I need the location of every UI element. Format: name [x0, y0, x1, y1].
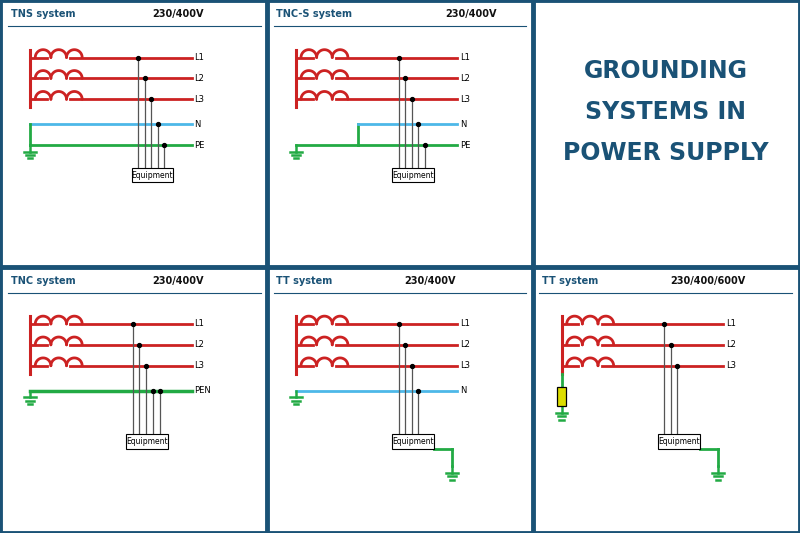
Bar	[658, 434, 700, 449]
Text: L2: L2	[460, 74, 470, 83]
Text: TNC-S system: TNC-S system	[276, 10, 352, 19]
Text: TNC system: TNC system	[10, 276, 75, 286]
Bar	[392, 434, 434, 449]
Bar	[126, 434, 168, 449]
Text: N: N	[460, 386, 466, 395]
Text: Equipment: Equipment	[658, 437, 699, 446]
Text: Equipment: Equipment	[126, 437, 168, 446]
Text: L1: L1	[194, 319, 204, 328]
Text: 230/400V: 230/400V	[446, 10, 497, 19]
Text: 230/400/600V: 230/400/600V	[670, 276, 746, 286]
Text: Equipment: Equipment	[392, 171, 434, 180]
Text: L2: L2	[194, 74, 204, 83]
Text: TT system: TT system	[542, 276, 598, 286]
Text: N: N	[460, 119, 466, 128]
Text: PE: PE	[460, 141, 470, 150]
Text: PE: PE	[194, 141, 205, 150]
Text: L2: L2	[460, 341, 470, 349]
Text: L3: L3	[194, 361, 204, 370]
Text: N: N	[194, 119, 201, 128]
Text: 230/400V: 230/400V	[153, 276, 204, 286]
Text: GROUNDING
SYSTEMS IN
POWER SUPPLY: GROUNDING SYSTEMS IN POWER SUPPLY	[563, 59, 769, 165]
Text: L1: L1	[726, 319, 735, 328]
Text: L1: L1	[460, 53, 470, 62]
Text: Equipment: Equipment	[132, 171, 174, 180]
Text: L3: L3	[194, 95, 204, 104]
Text: L2: L2	[726, 341, 735, 349]
Text: L3: L3	[460, 361, 470, 370]
Text: TNS system: TNS system	[10, 10, 75, 19]
Text: L1: L1	[460, 319, 470, 328]
Text: 230/400V: 230/400V	[153, 10, 204, 19]
Bar	[132, 168, 174, 182]
Text: L3: L3	[460, 95, 470, 104]
Bar	[392, 168, 434, 182]
Text: L2: L2	[194, 341, 204, 349]
Text: L3: L3	[726, 361, 736, 370]
Text: TT system: TT system	[276, 276, 333, 286]
Text: 230/400V: 230/400V	[405, 276, 456, 286]
Bar	[557, 386, 566, 406]
Text: L1: L1	[194, 53, 204, 62]
Text: Equipment: Equipment	[392, 437, 434, 446]
Text: PEN: PEN	[194, 386, 211, 395]
